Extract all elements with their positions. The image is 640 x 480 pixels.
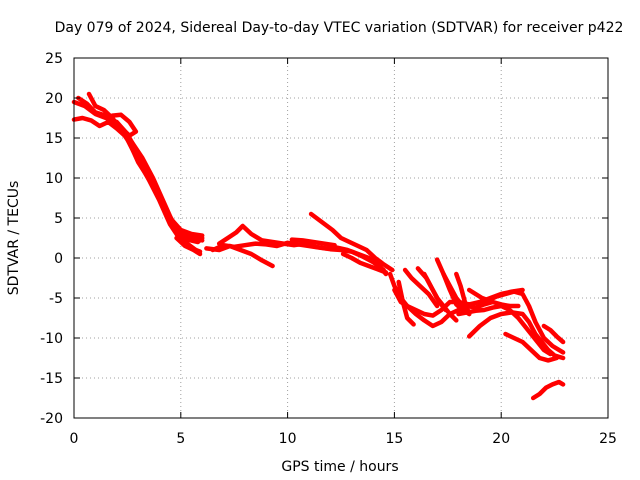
series-line-track-3 bbox=[86, 91, 199, 253]
series-line-track-16 bbox=[396, 279, 416, 327]
ticks bbox=[73, 57, 609, 419]
y-tick-label: 0 bbox=[54, 251, 63, 267]
series-line-track-9 bbox=[210, 240, 386, 273]
y-tick-label: 20 bbox=[45, 91, 63, 107]
x-tick-label: 20 bbox=[492, 431, 510, 447]
y-tick-label: -10 bbox=[40, 331, 63, 347]
y-tick-label: 5 bbox=[54, 211, 63, 227]
y-axis-label: SDTVAR / TECUs bbox=[6, 181, 22, 296]
x-tick-label: 0 bbox=[70, 431, 79, 447]
series-line-track-12 bbox=[308, 211, 395, 273]
tick-labels: 0 5 10 15 20 25 -20 -15 -10 -5 0 5 10 15 20 25 bbox=[40, 51, 617, 447]
plot-frame bbox=[73, 57, 609, 419]
series-line-track-17 bbox=[402, 267, 440, 309]
y-tick-label: -20 bbox=[40, 411, 63, 427]
x-tick-label: 10 bbox=[279, 431, 297, 447]
series-line-track-27 bbox=[541, 323, 566, 345]
y-tick-label: 10 bbox=[45, 171, 63, 187]
series-line-track-24 bbox=[466, 310, 566, 361]
series-line-track-20 bbox=[434, 257, 472, 317]
x-tick-label: 15 bbox=[385, 431, 403, 447]
x-axis-label: GPS time / hours bbox=[281, 459, 398, 475]
series-line-track-11 bbox=[289, 237, 337, 248]
series-line-track-13 bbox=[340, 251, 389, 275]
series-line-track-6 bbox=[174, 235, 203, 257]
series-line-track-25 bbox=[466, 287, 566, 355]
x-tick-label: 5 bbox=[176, 431, 185, 447]
series-line-track-2 bbox=[71, 115, 205, 245]
series-line-track-26 bbox=[503, 331, 559, 363]
series-line-track-10 bbox=[204, 243, 275, 269]
series-line-track-5 bbox=[110, 112, 139, 138]
series-line-track-7 bbox=[178, 231, 205, 243]
series-line-track-23 bbox=[456, 303, 553, 357]
x-tick-label: 25 bbox=[599, 431, 617, 447]
series-line-track-22 bbox=[454, 271, 472, 317]
series-line-track-21 bbox=[441, 271, 466, 309]
y-tick-label: -5 bbox=[49, 291, 63, 307]
y-tick-label: 25 bbox=[45, 51, 63, 67]
series-line-track-19 bbox=[422, 271, 459, 323]
series-line-track-28 bbox=[530, 379, 566, 401]
data-layer bbox=[71, 91, 566, 401]
y-tick-label: -15 bbox=[40, 371, 63, 387]
y-tick-label: 15 bbox=[45, 131, 63, 147]
chart-title: Day 079 of 2024, Sidereal Day-to-day VTE… bbox=[55, 20, 624, 36]
